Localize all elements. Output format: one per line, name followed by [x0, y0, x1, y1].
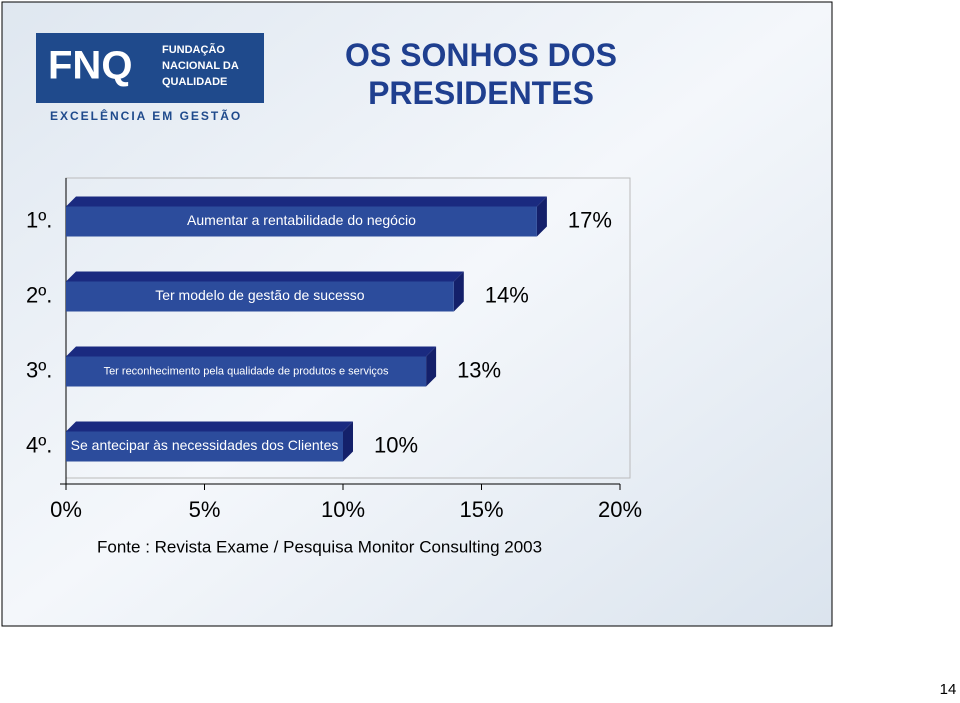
- bar: [66, 431, 343, 462]
- y-tick-label: 2º.: [26, 282, 52, 307]
- logo-org: NACIONAL DA: [162, 60, 239, 72]
- bar: [66, 206, 537, 237]
- bar-side: [343, 421, 353, 462]
- bar-label: Ter modelo de gestão de sucesso: [155, 287, 365, 303]
- bar-top: [66, 346, 437, 357]
- logo-box: [36, 33, 264, 103]
- x-tick-label: 15%: [459, 497, 503, 522]
- bar-top: [66, 421, 353, 432]
- y-tick-label: 4º.: [26, 432, 52, 457]
- logo-mark: FNQ: [48, 44, 132, 88]
- y-tick-label: 1º.: [26, 207, 52, 232]
- bar-label: Aumentar a rentabilidade do negócio: [187, 212, 416, 228]
- chart-title: OS SONHOS DOS PRESIDENTES: [345, 37, 617, 111]
- x-tick-label: 0%: [50, 497, 82, 522]
- bar-top: [66, 271, 464, 282]
- logo-org: FUNDAÇÃO: [162, 43, 225, 56]
- logo-org: QUALIDADE: [162, 76, 227, 88]
- x-tick-label: 20%: [598, 497, 642, 522]
- bar: [66, 356, 427, 387]
- bar-top: [66, 196, 547, 207]
- source-note: Fonte : Revista Exame / Pesquisa Monitor…: [97, 537, 542, 556]
- bar: [66, 281, 454, 312]
- y-tick-label: 3º.: [26, 357, 52, 382]
- x-tick-label: 10%: [321, 497, 365, 522]
- slide-frame: [1, 1, 833, 627]
- value-label: 17%: [568, 207, 612, 232]
- x-tick-label: 5%: [189, 497, 221, 522]
- page-number: 14: [940, 681, 957, 698]
- value-label: 10%: [374, 432, 418, 457]
- bar-label: Ter reconhecimento pela qualidade de pro…: [104, 365, 389, 377]
- value-label: 13%: [457, 357, 501, 382]
- logo-tagline: EXCELÊNCIA EM GESTÃO: [50, 108, 242, 123]
- value-label: 14%: [485, 282, 529, 307]
- bar-label: Se antecipar às necessidades dos Cliente…: [71, 437, 339, 453]
- bar-side: [426, 346, 437, 387]
- bar-side: [453, 271, 464, 312]
- bar-side: [536, 196, 547, 237]
